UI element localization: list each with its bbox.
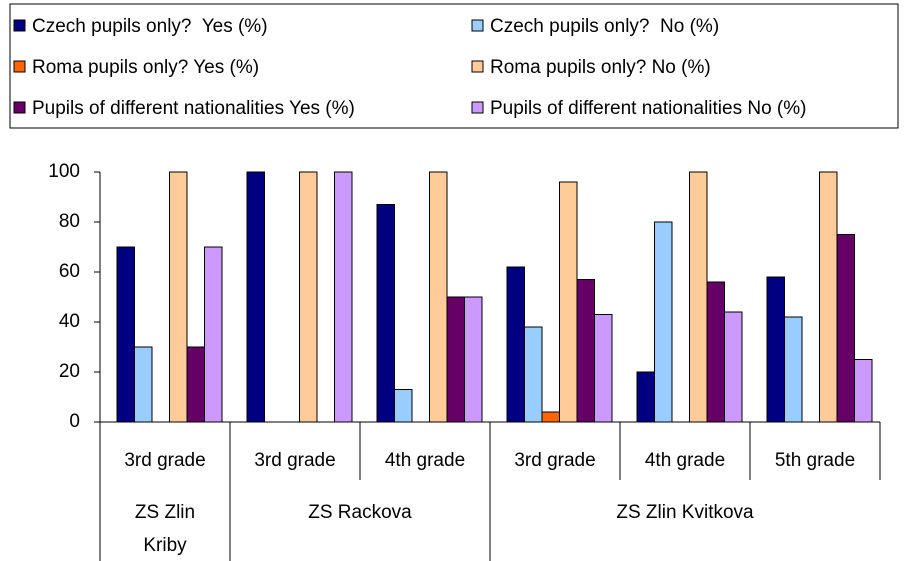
y-tick-label: 80	[59, 211, 80, 232]
x-tick-label: 3rd grade	[514, 450, 595, 471]
bar	[376, 204, 395, 423]
y-tick-label: 20	[59, 361, 80, 382]
legend-label: Pupils of different nationalities Yes (%…	[32, 98, 355, 119]
bar	[636, 371, 655, 423]
bar	[464, 296, 483, 423]
group-label: ZS Zlin Kriby	[134, 502, 196, 556]
bar	[654, 221, 673, 423]
bar	[524, 326, 543, 423]
legend-swatch	[13, 19, 26, 32]
bar	[204, 246, 223, 423]
bar	[559, 181, 578, 423]
bar	[689, 171, 708, 423]
bar	[576, 279, 595, 423]
bar	[854, 359, 873, 423]
y-tick-label: 60	[59, 261, 80, 282]
bar	[706, 281, 725, 423]
x-tick-label: 4th grade	[645, 450, 725, 471]
legend-swatch	[471, 19, 484, 32]
legend-label: Roma pupils only? Yes (%)	[32, 57, 259, 78]
bar	[446, 296, 465, 423]
group-label: ZS Zlin Kvitkova	[616, 502, 754, 523]
legend-swatch	[471, 60, 484, 73]
bar	[299, 171, 318, 423]
y-tick-label: 100	[48, 161, 80, 182]
bar	[506, 266, 525, 423]
legend-label: Czech pupils only? Yes (%)	[32, 16, 268, 37]
y-tick-label: 40	[59, 311, 80, 332]
legend-label: Czech pupils only? No (%)	[490, 16, 719, 37]
group-label: ZS Rackova	[308, 502, 412, 523]
bar	[724, 311, 743, 423]
y-tick-label: 0	[69, 411, 80, 432]
legend-swatch	[471, 101, 484, 114]
bar	[541, 411, 560, 423]
bar	[429, 171, 448, 423]
bar	[394, 389, 413, 423]
bar	[116, 246, 135, 423]
bar	[594, 314, 613, 423]
bar	[766, 276, 785, 423]
bar	[784, 316, 803, 423]
bar	[819, 171, 838, 423]
x-tick-label: 5th grade	[775, 450, 855, 471]
x-tick-label: 4th grade	[385, 450, 465, 471]
x-tick-label: 3rd grade	[124, 450, 205, 471]
bar	[186, 346, 205, 423]
legend-label: Pupils of different nationalities No (%)	[490, 98, 806, 119]
legend-label: Roma pupils only? No (%)	[490, 57, 711, 78]
x-tick-label: 3rd grade	[254, 450, 335, 471]
legend-box	[9, 3, 899, 129]
bar	[246, 171, 265, 423]
legend-swatch	[13, 60, 26, 73]
bar	[169, 171, 188, 423]
bar	[836, 234, 855, 423]
legend-swatch	[13, 101, 26, 114]
bar	[334, 171, 353, 423]
bar	[134, 346, 153, 423]
